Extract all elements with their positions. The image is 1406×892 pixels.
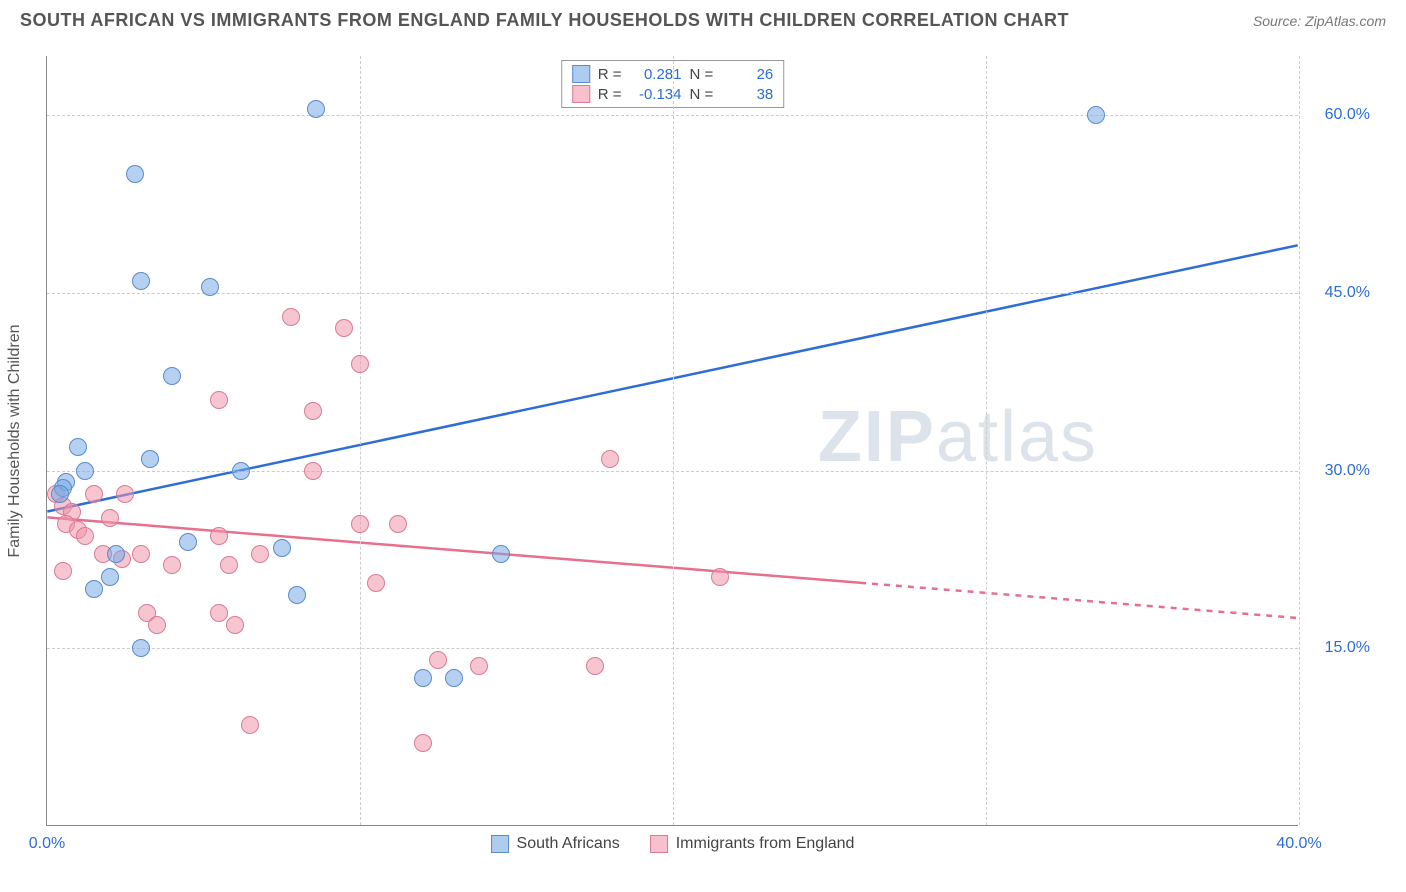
r-label: R =: [598, 66, 622, 83]
swatch-pink-icon: [572, 85, 590, 103]
data-point-pink: [226, 616, 244, 634]
grid-line-v: [1299, 56, 1300, 825]
n-value-blue: 26: [721, 66, 773, 83]
watermark: ZIPatlas: [818, 396, 1098, 478]
source-label: Source: ZipAtlas.com: [1253, 13, 1386, 29]
data-point-blue: [307, 100, 325, 118]
data-point-pink: [414, 734, 432, 752]
data-point-pink: [304, 402, 322, 420]
data-point-blue: [288, 586, 306, 604]
series-name-blue: South Africans: [517, 835, 620, 853]
grid-line-v: [986, 56, 987, 825]
n-label: N =: [690, 66, 714, 83]
data-point-pink: [210, 604, 228, 622]
grid-line-v: [673, 56, 674, 825]
plot-area: Family Households with Children ZIPatlas…: [46, 56, 1298, 826]
watermark-light: atlas: [936, 397, 1098, 477]
x-tick-label: 0.0%: [29, 835, 65, 853]
data-point-blue: [414, 669, 432, 687]
data-point-pink: [210, 527, 228, 545]
data-point-pink: [351, 515, 369, 533]
y-tick-label: 30.0%: [1310, 462, 1370, 480]
trend-line: [860, 583, 1298, 618]
data-point-blue: [85, 580, 103, 598]
data-point-pink: [711, 568, 729, 586]
data-point-blue: [132, 639, 150, 657]
data-point-blue: [179, 533, 197, 551]
data-point-pink: [241, 716, 259, 734]
data-point-pink: [470, 657, 488, 675]
data-point-blue: [273, 539, 291, 557]
data-point-blue: [232, 462, 250, 480]
data-point-pink: [389, 515, 407, 533]
y-tick-label: 15.0%: [1310, 639, 1370, 657]
data-point-pink: [282, 308, 300, 326]
legend-item-blue: South Africans: [491, 835, 620, 853]
swatch-blue-icon: [491, 835, 509, 853]
data-point-pink: [601, 450, 619, 468]
data-point-pink: [210, 391, 228, 409]
grid-line-v: [360, 56, 361, 825]
data-point-pink: [429, 651, 447, 669]
r-label: R =: [598, 86, 622, 103]
series-name-pink: Immigrants from England: [676, 835, 855, 853]
data-point-pink: [220, 556, 238, 574]
legend-item-pink: Immigrants from England: [650, 835, 855, 853]
data-point-blue: [141, 450, 159, 468]
data-point-pink: [76, 527, 94, 545]
data-point-pink: [304, 462, 322, 480]
series-legend: South Africans Immigrants from England: [491, 835, 855, 853]
data-point-blue: [126, 165, 144, 183]
data-point-pink: [351, 355, 369, 373]
data-point-pink: [101, 509, 119, 527]
data-point-blue: [492, 545, 510, 563]
data-point-pink: [54, 562, 72, 580]
data-point-pink: [116, 485, 134, 503]
x-tick-label: 40.0%: [1276, 835, 1321, 853]
y-axis-label: Family Households with Children: [6, 324, 24, 557]
swatch-pink-icon: [650, 835, 668, 853]
data-point-blue: [445, 669, 463, 687]
y-tick-label: 60.0%: [1310, 106, 1370, 124]
data-point-pink: [132, 545, 150, 563]
data-point-blue: [132, 272, 150, 290]
data-point-pink: [367, 574, 385, 592]
data-point-pink: [586, 657, 604, 675]
chart-container: Family Households with Children ZIPatlas…: [46, 56, 1384, 826]
chart-title: SOUTH AFRICAN VS IMMIGRANTS FROM ENGLAND…: [20, 10, 1069, 31]
data-point-blue: [51, 485, 69, 503]
data-point-blue: [201, 278, 219, 296]
swatch-blue-icon: [572, 65, 590, 83]
data-point-pink: [163, 556, 181, 574]
data-point-pink: [85, 485, 103, 503]
data-point-blue: [76, 462, 94, 480]
data-point-blue: [1087, 106, 1105, 124]
watermark-bold: ZIP: [818, 397, 936, 477]
n-value-pink: 38: [721, 86, 773, 103]
y-tick-label: 45.0%: [1310, 284, 1370, 302]
data-point-blue: [107, 545, 125, 563]
n-label: N =: [690, 86, 714, 103]
data-point-blue: [69, 438, 87, 456]
data-point-blue: [163, 367, 181, 385]
data-point-pink: [335, 319, 353, 337]
data-point-pink: [251, 545, 269, 563]
data-point-blue: [101, 568, 119, 586]
data-point-pink: [148, 616, 166, 634]
